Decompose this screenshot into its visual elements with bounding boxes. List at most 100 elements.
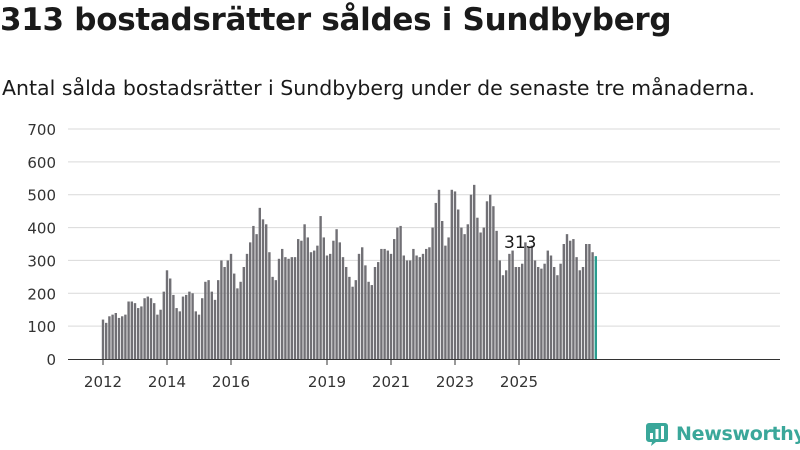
bar [354, 280, 357, 359]
bar [572, 239, 575, 359]
bar [441, 221, 444, 359]
bar [453, 191, 457, 359]
bar [437, 189, 441, 359]
y-tick-label: 100 [27, 318, 56, 336]
bar [489, 194, 492, 359]
bar [172, 294, 175, 359]
bar [223, 267, 226, 359]
bar [165, 270, 169, 359]
bar-highlight [594, 256, 597, 359]
bar [565, 234, 569, 359]
bar [402, 255, 405, 359]
bar [201, 298, 204, 359]
x-tick-label: 2016 [212, 373, 250, 391]
bar [393, 239, 396, 359]
x-tick-label: 2014 [148, 373, 186, 391]
bar [377, 262, 380, 359]
bar [373, 267, 377, 359]
bar [137, 308, 140, 359]
bar [450, 189, 453, 359]
y-tick-label: 500 [27, 187, 56, 205]
x-tick-label: 2012 [84, 373, 122, 391]
bar [300, 240, 303, 359]
bar-chart: 0 100 200 300 400 500 600 700 2012 2014 2016 2019 20… [27, 121, 780, 391]
bar [281, 248, 284, 359]
bar [559, 263, 562, 359]
bar [460, 227, 463, 359]
bar [111, 314, 114, 359]
bar [229, 253, 233, 359]
bar [265, 224, 268, 359]
bar [108, 316, 111, 359]
bar [236, 288, 239, 359]
bar [114, 313, 117, 359]
bar [242, 267, 245, 359]
bar [527, 247, 530, 359]
bar [357, 253, 361, 359]
bar [287, 258, 290, 359]
bar [149, 298, 153, 359]
bar [543, 263, 546, 359]
bar [181, 296, 185, 359]
bar [101, 319, 105, 359]
bar [533, 260, 537, 359]
bar [418, 257, 421, 359]
bar [239, 281, 242, 359]
x-tick-label: 2021 [372, 373, 410, 391]
bar [124, 314, 127, 359]
bar [156, 314, 159, 359]
bar [421, 253, 425, 359]
bar [389, 253, 393, 359]
bar [316, 245, 319, 359]
bar [588, 244, 591, 359]
bar [153, 303, 156, 359]
y-tick-label: 700 [27, 121, 56, 139]
bar [117, 317, 121, 359]
bar [220, 260, 223, 359]
bar [335, 229, 338, 359]
bar [476, 217, 479, 359]
bar [277, 258, 281, 359]
bar [514, 267, 517, 359]
bar [425, 248, 428, 359]
bar [367, 281, 370, 359]
x-tick-label: 2019 [308, 373, 346, 391]
bar [169, 278, 172, 359]
bar [540, 268, 543, 359]
bar [521, 263, 524, 359]
bar [469, 194, 473, 359]
bar [399, 225, 402, 359]
y-tick-label: 400 [27, 220, 56, 238]
bar [345, 267, 348, 359]
bar [434, 202, 437, 359]
bar [319, 216, 322, 359]
chart-subtitle: Antal sålda bostadsrätter i Sundbyberg u… [2, 76, 755, 100]
bar [252, 225, 255, 359]
bar [133, 303, 137, 359]
bar [217, 280, 220, 359]
bar [130, 301, 133, 359]
bar [313, 250, 316, 359]
newsworthy-brand[interactable]: Newsworthy [645, 420, 800, 448]
bar [553, 267, 556, 359]
y-tick-label: 300 [27, 252, 56, 270]
bar [178, 311, 181, 359]
bar [495, 230, 498, 359]
bar [556, 275, 559, 359]
bar [233, 273, 236, 359]
bar [249, 242, 252, 359]
bar [386, 250, 389, 359]
bar [140, 306, 143, 359]
bar [575, 257, 578, 359]
bar [329, 253, 332, 359]
bar [226, 260, 229, 359]
bar [396, 227, 399, 359]
bar [463, 234, 466, 359]
bar [175, 308, 178, 359]
bar [537, 267, 540, 359]
bar [511, 250, 514, 359]
bar [188, 291, 191, 359]
bar [322, 237, 325, 359]
newsworthy-chart-icon [646, 423, 668, 446]
bar [332, 240, 335, 359]
